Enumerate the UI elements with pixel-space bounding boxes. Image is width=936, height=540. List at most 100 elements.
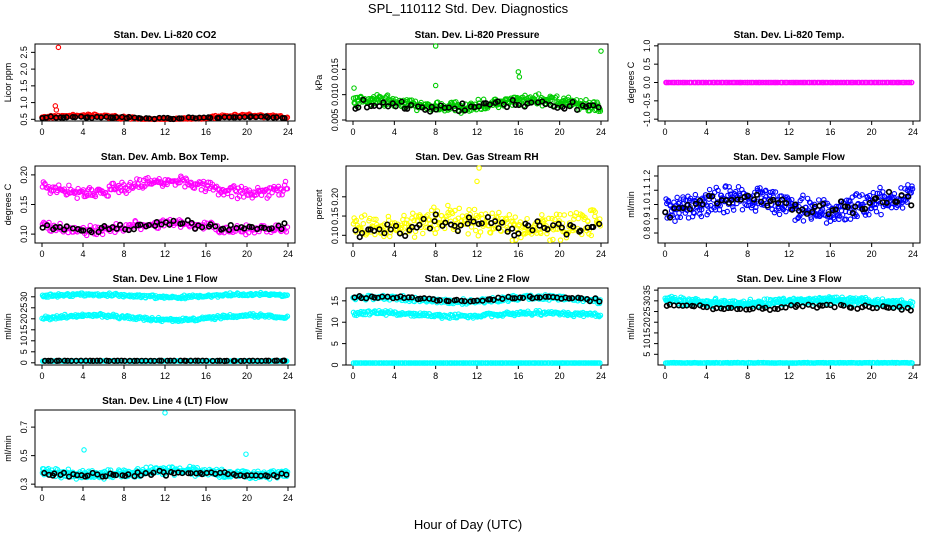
x-tick-label: 12 (160, 371, 170, 381)
point-hourly (270, 114, 277, 121)
point-all (739, 79, 745, 86)
point-upper (260, 187, 266, 193)
x-tick-label: 16 (825, 371, 835, 381)
point-hourly (47, 113, 54, 120)
point-hourly (428, 103, 435, 110)
point-all (385, 213, 392, 220)
point-upper (110, 180, 116, 187)
point-upper (42, 181, 48, 187)
point-all (411, 234, 418, 240)
point-hourly (101, 223, 108, 230)
point-hourly (258, 224, 265, 231)
point-all (691, 210, 697, 216)
point-all (53, 107, 60, 113)
point-hourly (416, 221, 423, 228)
point-hourly (431, 218, 438, 225)
x-tick-label: 16 (201, 371, 211, 381)
x-tick-label: 12 (784, 127, 794, 137)
point-all (873, 208, 880, 215)
point-hourly (60, 114, 67, 121)
point-all (727, 188, 733, 194)
point-all (743, 202, 750, 209)
point-all (700, 79, 707, 86)
point-hourly (241, 225, 248, 232)
y-tick-label: 2.5 (19, 46, 29, 59)
point-hourly (432, 106, 440, 113)
y-axis-label: degrees C (3, 183, 13, 225)
x-tick-label: 24 (283, 371, 293, 381)
point-all (763, 187, 769, 194)
y-axis-label: ml/min (626, 191, 636, 218)
y-axis-label: ml/min (314, 313, 324, 340)
point-hourly (170, 217, 177, 224)
point-hourly (515, 230, 522, 237)
point-all (476, 165, 482, 171)
point-hourly (176, 115, 183, 122)
point-upper (92, 193, 99, 200)
point-all (770, 194, 777, 200)
point-all (523, 230, 529, 236)
chart-title: Stan. Dev. Gas Stream RH (415, 152, 538, 163)
point-hourly (579, 102, 586, 109)
point-hourly (461, 107, 468, 114)
point-hourly (582, 103, 590, 110)
x-tick-label: 8 (433, 371, 438, 381)
point-hourly (215, 114, 223, 121)
y-tick-label: 0.10 (19, 225, 29, 243)
point-all (475, 233, 482, 239)
point-hourly (854, 305, 861, 312)
point-hourly (467, 103, 475, 110)
point-upper (262, 187, 268, 194)
x-tick-label: 20 (867, 249, 877, 259)
point-hourly (281, 220, 288, 227)
point-all (899, 205, 906, 211)
point-all (399, 225, 405, 231)
point-hourly (167, 115, 174, 123)
chart-title: Stan. Dev. Line 4 (LT) Flow (102, 396, 228, 407)
point-upper (266, 193, 272, 199)
x-tick-label: 16 (513, 371, 523, 381)
data-points (39, 410, 291, 482)
x-tick-label: 20 (242, 493, 252, 503)
x-tick-label: 24 (283, 493, 293, 503)
point-all (474, 178, 480, 185)
y-tick-label: 25 (642, 307, 652, 317)
point-hourly (558, 224, 565, 231)
x-tick-label: 16 (513, 127, 523, 137)
chart-title: Stan. Dev. Li-820 Pressure (415, 30, 540, 41)
point-hourly (848, 304, 855, 311)
point-upper (137, 176, 143, 183)
y-tick-label: 1.0 (19, 96, 29, 109)
point-hourly (355, 104, 362, 111)
x-tick-label: 20 (242, 249, 252, 259)
point-hourly (358, 229, 366, 237)
point-hourly (207, 114, 214, 121)
point-hourly (145, 221, 153, 229)
point-all (503, 216, 510, 223)
point-all (878, 211, 884, 218)
x-tick-label: 20 (867, 127, 877, 137)
point-all (391, 220, 398, 226)
x-tick-label: 12 (472, 249, 482, 259)
point-all (538, 230, 544, 237)
point-hourly (422, 106, 429, 113)
point-hourly (69, 113, 76, 121)
point-all (431, 204, 437, 211)
point-upper (50, 184, 56, 190)
point-hourly (457, 222, 464, 229)
point-all (465, 231, 471, 237)
x-tick-label: 4 (392, 371, 397, 381)
point-all (360, 221, 367, 227)
point-hourly (191, 225, 199, 232)
point-hourly (113, 225, 120, 232)
point-hourly (371, 227, 378, 234)
point-all (815, 197, 822, 203)
point-all (752, 208, 759, 214)
point-hourly (509, 96, 516, 104)
point-hourly (143, 115, 150, 122)
point-hourly (268, 225, 275, 232)
point-hourly (134, 222, 141, 229)
point-upper (88, 186, 95, 193)
